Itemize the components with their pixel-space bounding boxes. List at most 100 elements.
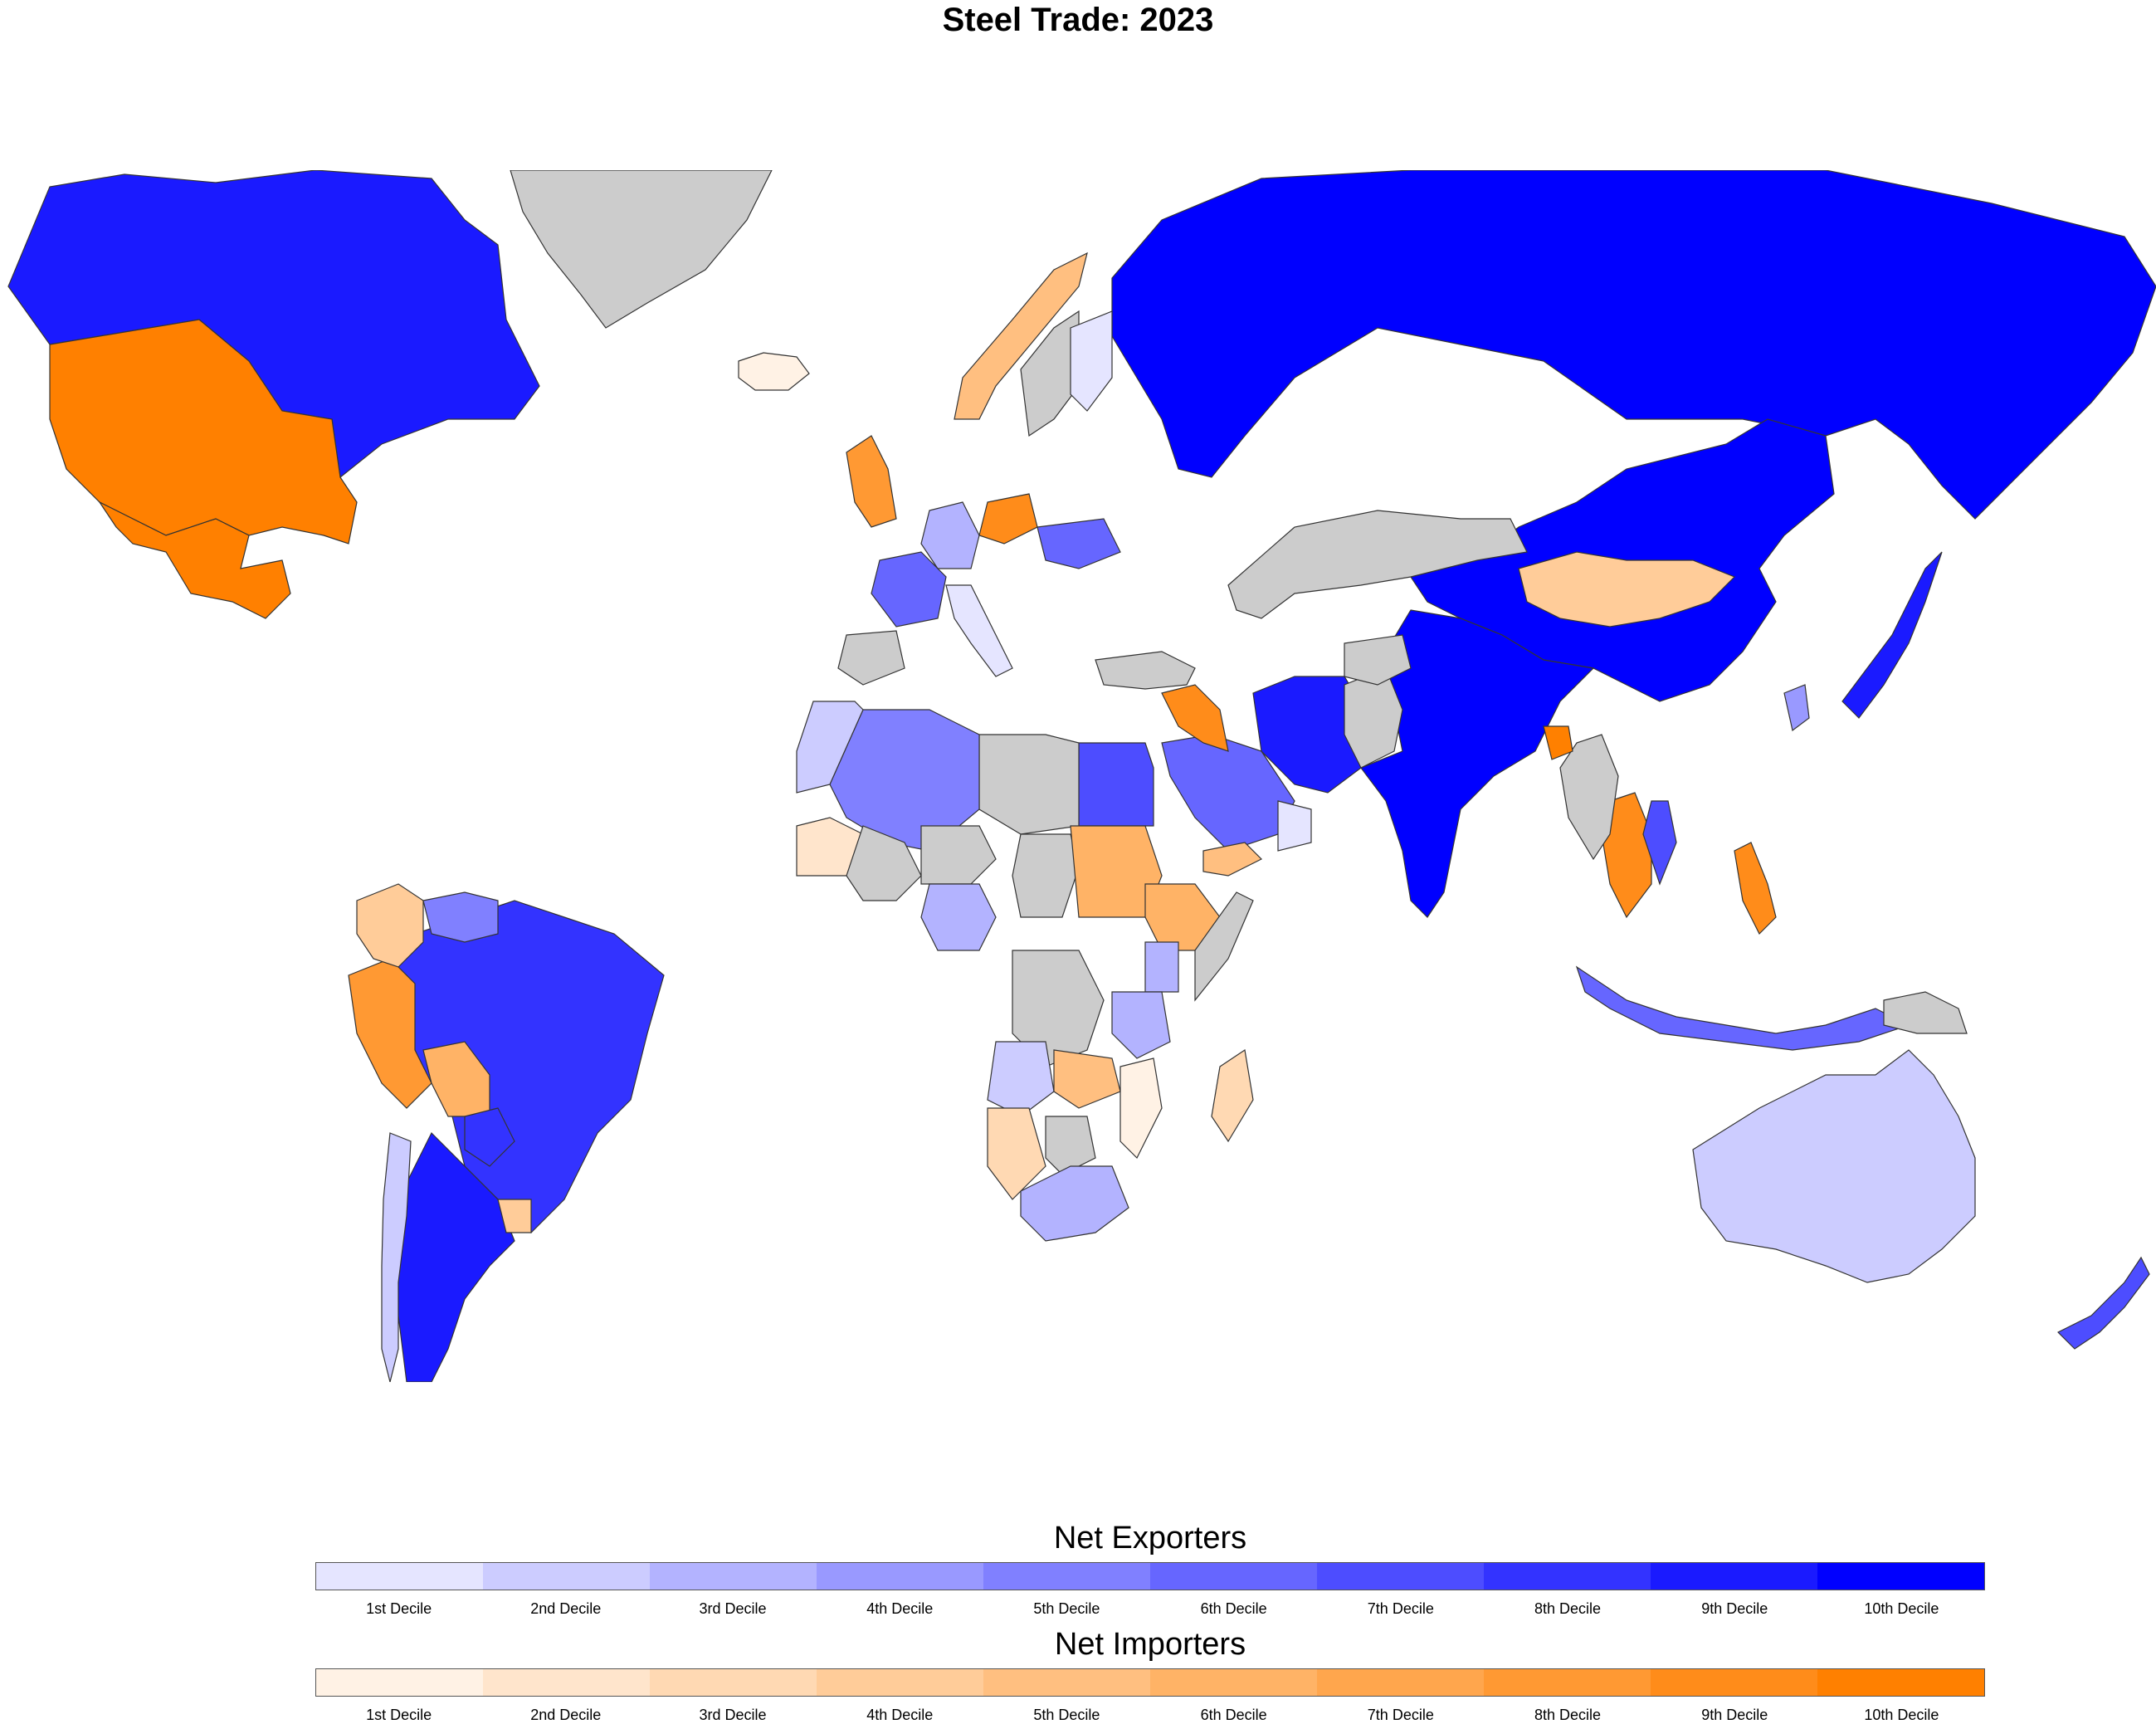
country-myanmar bbox=[1559, 734, 1619, 861]
country-chile bbox=[381, 1132, 412, 1382]
legend-exporters-label-10: 10th Decile bbox=[1864, 1600, 1939, 1617]
country-angola bbox=[987, 1041, 1055, 1117]
country-italy bbox=[945, 584, 1013, 677]
country-mongolia bbox=[1518, 551, 1736, 628]
country-zambia bbox=[1053, 1049, 1121, 1109]
legend-exporters-label-2: 2nd Decile bbox=[530, 1600, 602, 1617]
legend-importers-label-7: 7th Decile bbox=[1367, 1707, 1434, 1723]
country-namibia bbox=[987, 1107, 1046, 1200]
legend-importers-swatch-10 bbox=[1817, 1669, 1984, 1696]
legend-importers-swatch-3 bbox=[650, 1669, 817, 1696]
legend-importers-labels: 1st Decile 2nd Decile 3rd Decile 4th Decile… bbox=[315, 1707, 1985, 1724]
country-bangladesh bbox=[1543, 725, 1573, 760]
world-choropleth-map bbox=[7, 170, 2156, 1382]
country-russia bbox=[1111, 170, 2156, 520]
country-papua-new-guinea bbox=[1883, 991, 1968, 1034]
legend-exporters-label-8: 8th Decile bbox=[1534, 1600, 1602, 1617]
legend-exporters-label-9: 9th Decile bbox=[1701, 1600, 1768, 1617]
country-ukraine bbox=[1037, 518, 1121, 569]
country-nigeria bbox=[920, 883, 997, 951]
country-spain bbox=[837, 630, 905, 686]
country-finland bbox=[1070, 310, 1113, 412]
map-title: Steel Trade: 2023 bbox=[942, 2, 1214, 38]
legend-exporters-swatch-6 bbox=[1150, 1563, 1317, 1590]
country-egypt bbox=[1078, 742, 1154, 827]
country-new-zealand bbox=[2056, 1256, 2150, 1350]
legend-exporters-label-7: 7th Decile bbox=[1367, 1600, 1434, 1617]
legend-exporters-swatch-5 bbox=[983, 1563, 1150, 1590]
legend-exporters-colorbar bbox=[315, 1562, 1985, 1590]
country-niger bbox=[920, 825, 997, 885]
legend-exporters-label-3: 3rd Decile bbox=[699, 1600, 767, 1617]
country-afghanistan bbox=[1344, 634, 1412, 686]
country-tanzania bbox=[1111, 991, 1171, 1059]
legend-importers-label-6: 6th Decile bbox=[1200, 1707, 1267, 1723]
legend-exporters-label-4: 4th Decile bbox=[866, 1600, 934, 1617]
legend-exporters-title: Net Exporters bbox=[1053, 1521, 1247, 1556]
country-greenland bbox=[510, 170, 773, 329]
legend-importers-label-10: 10th Decile bbox=[1864, 1707, 1939, 1723]
legend-exporters-label-1: 1st Decile bbox=[366, 1600, 432, 1617]
legend-importers-swatch-7 bbox=[1317, 1669, 1484, 1696]
country-mexico bbox=[98, 501, 291, 619]
legend-importers-label-3: 3rd Decile bbox=[699, 1707, 767, 1723]
legend-importers-swatch-5 bbox=[983, 1669, 1150, 1696]
legend-importers-label-2: 2nd Decile bbox=[530, 1707, 602, 1723]
legend-exporters-swatch-2 bbox=[483, 1563, 650, 1590]
country-paraguay bbox=[464, 1107, 515, 1167]
country-indonesia bbox=[1575, 965, 1910, 1051]
legend-importers-label-5: 5th Decile bbox=[1033, 1707, 1100, 1723]
legend-importers-title: Net Importers bbox=[1054, 1627, 1246, 1662]
legend-importers-swatch-4 bbox=[817, 1669, 983, 1696]
legend-exporters-swatch-9 bbox=[1651, 1563, 1817, 1590]
country-chad bbox=[1012, 833, 1080, 918]
country-mozambique bbox=[1119, 1057, 1163, 1160]
legend-importers-label-9: 9th Decile bbox=[1701, 1707, 1768, 1723]
country-south-africa bbox=[1020, 1165, 1129, 1242]
legend-importers-label-1: 1st Decile bbox=[366, 1707, 432, 1723]
legend-exporters-label-6: 6th Decile bbox=[1200, 1600, 1267, 1617]
country-kazakhstan bbox=[1227, 510, 1528, 619]
country-oman bbox=[1277, 800, 1312, 852]
legend-exporters-labels: 1st Decile 2nd Decile 3rd Decile 4th Decile… bbox=[315, 1600, 1985, 1618]
legend-exporters-swatch-8 bbox=[1484, 1563, 1651, 1590]
country-morocco bbox=[796, 701, 864, 794]
legend-importers-colorbar bbox=[315, 1668, 1985, 1697]
country-united-kingdom bbox=[846, 435, 897, 528]
country-japan bbox=[1841, 551, 1943, 719]
legend-exporters-swatch-3 bbox=[650, 1563, 817, 1590]
country-libya bbox=[978, 734, 1080, 835]
country-philippines bbox=[1734, 842, 1777, 935]
legend-importers-label-8: 8th Decile bbox=[1534, 1707, 1602, 1723]
country-germany bbox=[920, 501, 980, 569]
legend-importers-swatch-9 bbox=[1651, 1669, 1817, 1696]
country-venezuela bbox=[422, 891, 499, 943]
country-mali bbox=[846, 825, 922, 901]
legend-importers-swatch-8 bbox=[1484, 1669, 1651, 1696]
country-dr-congo bbox=[1012, 950, 1105, 1067]
country-vietnam bbox=[1642, 800, 1677, 886]
legend-importers-swatch-2 bbox=[483, 1669, 650, 1696]
country-yemen bbox=[1202, 842, 1263, 877]
legend-importers-swatch-6 bbox=[1150, 1669, 1317, 1696]
legend-exporters-swatch-4 bbox=[817, 1563, 983, 1590]
legend-importers-label-4: 4th Decile bbox=[866, 1707, 934, 1723]
country-colombia bbox=[356, 883, 424, 968]
country-south-korea bbox=[1783, 684, 1810, 732]
country-kenya bbox=[1144, 941, 1179, 993]
countries-layer bbox=[7, 170, 2156, 1382]
country-uruguay bbox=[497, 1199, 532, 1233]
country-iraq bbox=[1161, 684, 1229, 752]
country-somalia bbox=[1194, 891, 1254, 1002]
country-turkey bbox=[1095, 651, 1196, 690]
country-norway bbox=[954, 252, 1088, 420]
country-madagascar bbox=[1211, 1048, 1254, 1143]
country-australia bbox=[1692, 1049, 1976, 1283]
legend-exporters-swatch-7 bbox=[1317, 1563, 1484, 1590]
country-poland bbox=[978, 493, 1038, 545]
country-france bbox=[871, 551, 947, 628]
legend-exporters-label-5: 5th Decile bbox=[1033, 1600, 1100, 1617]
legend-exporters-swatch-10 bbox=[1817, 1563, 1984, 1590]
legend-importers-swatch-1 bbox=[316, 1669, 483, 1696]
country-iceland bbox=[738, 352, 810, 391]
